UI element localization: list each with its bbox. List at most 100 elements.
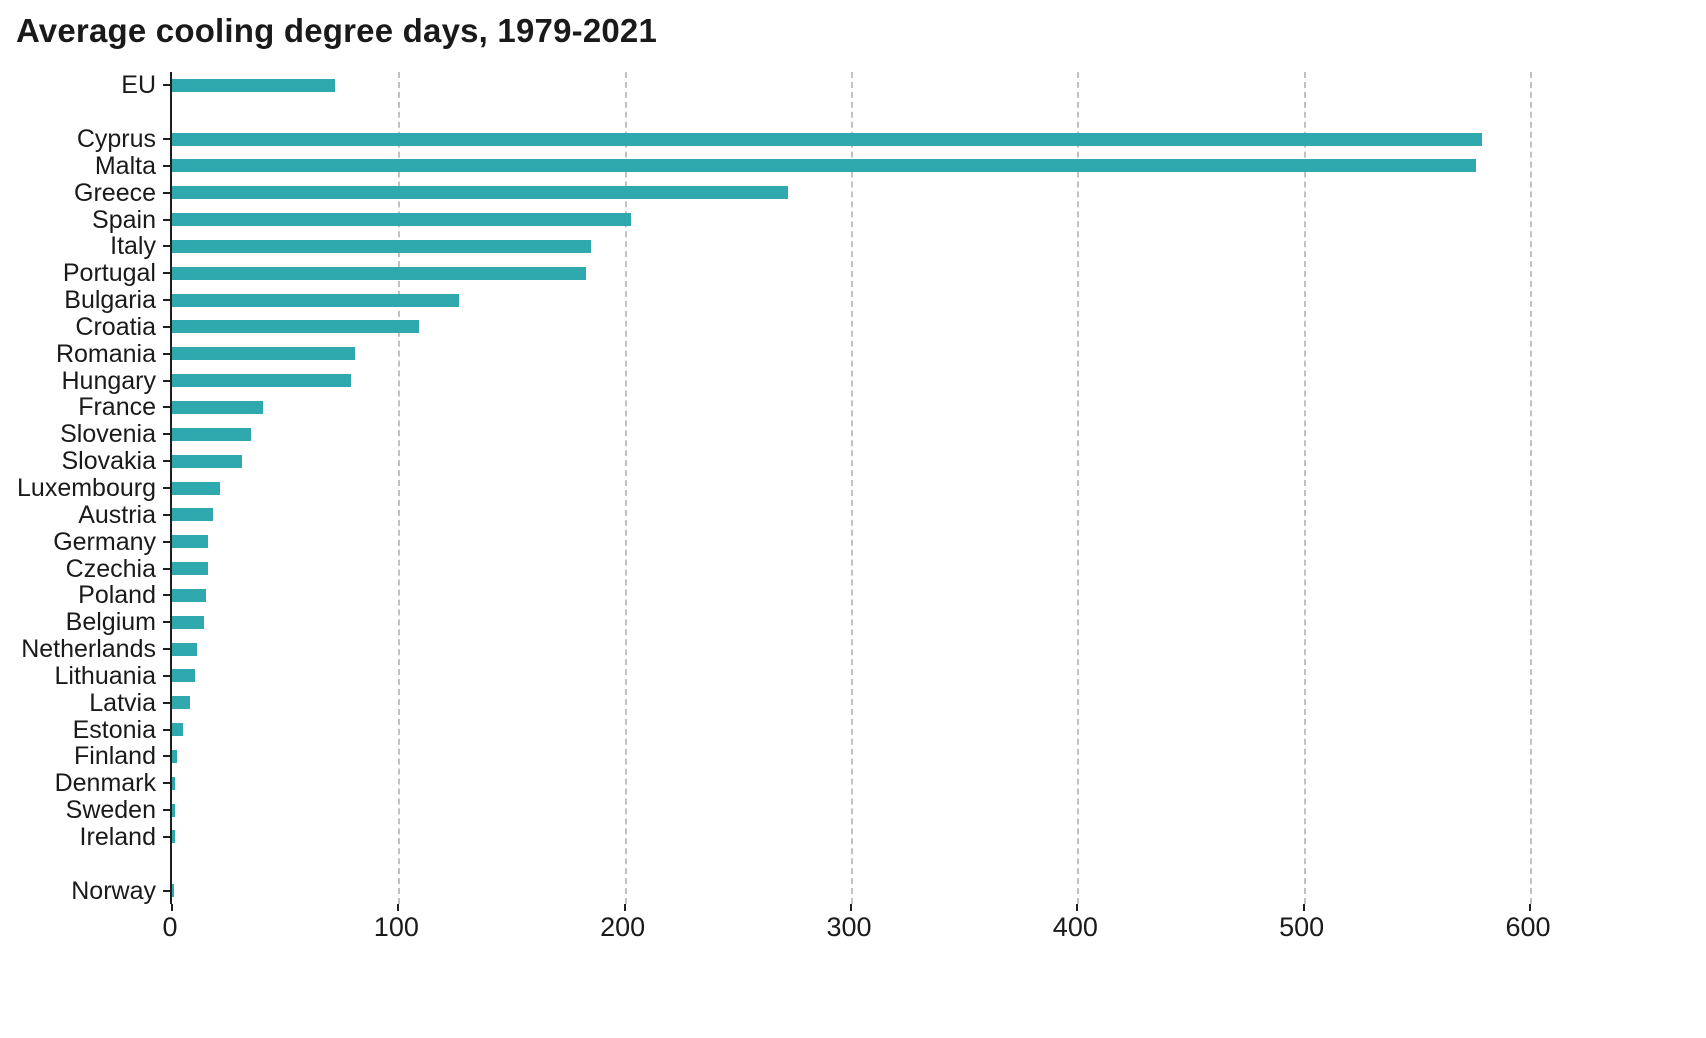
gridline-600 [1530, 72, 1532, 904]
bar-ireland [172, 830, 176, 844]
y-tick-label-austria: Austria [78, 500, 156, 529]
y-tick-label-cyprus: Cyprus [76, 125, 156, 154]
y-tick-label-poland: Poland [78, 581, 156, 610]
y-axis-tick-portugal [163, 272, 170, 275]
bar-croatia [172, 320, 419, 334]
gridline-100 [398, 72, 401, 904]
bar-denmark [172, 776, 176, 790]
y-axis-tick-sweden [163, 809, 170, 812]
y-tick-label-romania: Romania [55, 339, 156, 368]
y-tick-label-ireland: Ireland [79, 822, 156, 851]
y-tick-label-bulgaria: Bulgaria [64, 286, 156, 315]
y-axis-tick-greece [163, 191, 170, 194]
bar-spain [172, 213, 632, 227]
y-axis-tick-belgium [163, 621, 170, 624]
bar-poland [172, 588, 206, 602]
bar-belgium [172, 615, 204, 629]
y-axis-tick-romania [163, 352, 170, 355]
y-tick-label-netherlands: Netherlands [21, 635, 156, 664]
x-tick-label-100: 100 [373, 912, 419, 942]
y-axis-tick-germany [163, 540, 170, 543]
y-tick-label-norway: Norway [71, 876, 156, 905]
y-axis-tick-luxembourg [163, 487, 170, 489]
gridline-500 [1303, 72, 1306, 904]
x-axis-tick-500 [1302, 904, 1305, 911]
bar-austria [172, 508, 213, 522]
y-axis-tick-estonia [163, 728, 170, 731]
bar-sweden [172, 803, 176, 817]
gridline-200 [624, 72, 627, 904]
y-tick-label-croatia: Croatia [75, 312, 156, 341]
bar-bulgaria [172, 293, 460, 307]
x-tick-label-200: 200 [600, 912, 646, 942]
bar-finland [172, 749, 177, 763]
y-axis-tick-czechia [163, 567, 170, 570]
y-tick-label-sweden: Sweden [65, 796, 156, 825]
y-tick-label-slovakia: Slovakia [61, 447, 157, 476]
y-axis-tick-denmark [163, 782, 170, 785]
gridline-300 [851, 72, 853, 904]
bar-hungary [172, 374, 351, 388]
x-axis-labels: 0 100 200 300 400 500 600 [162, 912, 1550, 952]
y-tick-label-latvia: Latvia [89, 688, 156, 717]
y-tick-label-france: France [78, 393, 156, 422]
y-tick-label-estonia: Estonia [72, 715, 156, 744]
y-tick-label-italy: Italy [110, 232, 156, 261]
bar-portugal [172, 266, 587, 280]
x-axis-tick-100 [397, 904, 400, 911]
bar-lithuania [172, 669, 195, 683]
bar-slovenia [172, 427, 252, 441]
y-axis-tick-france [163, 406, 170, 409]
y-axis-tick-ireland [163, 835, 170, 838]
y-tick-label-luxembourg: Luxembourg [17, 474, 156, 502]
y-axis-tick-hungary [163, 379, 170, 382]
y-tick-label-spain: Spain [92, 205, 156, 234]
x-axis-tick-600 [1529, 904, 1531, 911]
bar-latvia [172, 696, 191, 710]
bar-greece [172, 186, 788, 200]
y-axis-tick-cyprus [163, 138, 170, 141]
bar-slovakia [172, 454, 243, 468]
bar-cyprus [172, 132, 1483, 146]
y-axis-tick-italy [163, 245, 170, 248]
bar-norway [172, 884, 175, 898]
x-tick-label-300: 300 [826, 912, 872, 942]
y-axis-tick-lithuania [163, 674, 170, 677]
y-axis-tick-norway [163, 889, 170, 892]
x-tick-label-500: 500 [1279, 912, 1325, 942]
x-axis-tick-200 [623, 904, 626, 911]
gridline-400 [1077, 72, 1080, 904]
y-axis-tick-bulgaria [163, 299, 170, 302]
y-axis-tick-latvia [163, 701, 170, 704]
bar-germany [172, 535, 209, 549]
y-tick-label-malta: Malta [94, 151, 156, 180]
y-axis-tick-spain [163, 218, 170, 221]
bar-estonia [172, 723, 184, 737]
y-axis-tick-eu [163, 84, 170, 87]
x-tick-label-600: 600 [1505, 912, 1551, 942]
bar-italy [172, 239, 591, 253]
y-axis-tick-malta [163, 164, 170, 167]
y-axis-tick-slovakia [163, 460, 170, 463]
x-axis-tick-300 [850, 904, 852, 911]
bar-czechia [172, 562, 209, 576]
y-tick-label-lithuania: Lithuania [54, 661, 156, 690]
bar-romania [172, 347, 356, 361]
plot-area [163, 72, 1532, 911]
bar-netherlands [172, 642, 197, 656]
x-axis-tick-0 [171, 904, 173, 911]
chart-title: Average cooling degree days, 1979-2021 [16, 12, 658, 49]
bar-malta [172, 159, 1476, 173]
y-tick-label-portugal: Portugal [62, 259, 156, 288]
y-axis-tick-poland [163, 594, 170, 597]
y-tick-label-slovenia: Slovenia [60, 420, 156, 449]
y-axis-tick-finland [163, 755, 170, 758]
y-tick-label-greece: Greece [74, 178, 156, 207]
y-tick-label-denmark: Denmark [54, 769, 156, 798]
y-tick-label-germany: Germany [53, 527, 156, 556]
y-tick-label-eu: EU [121, 71, 156, 100]
bar-france [172, 400, 263, 414]
bar-luxembourg [172, 481, 220, 495]
y-tick-label-belgium: Belgium [65, 608, 156, 637]
